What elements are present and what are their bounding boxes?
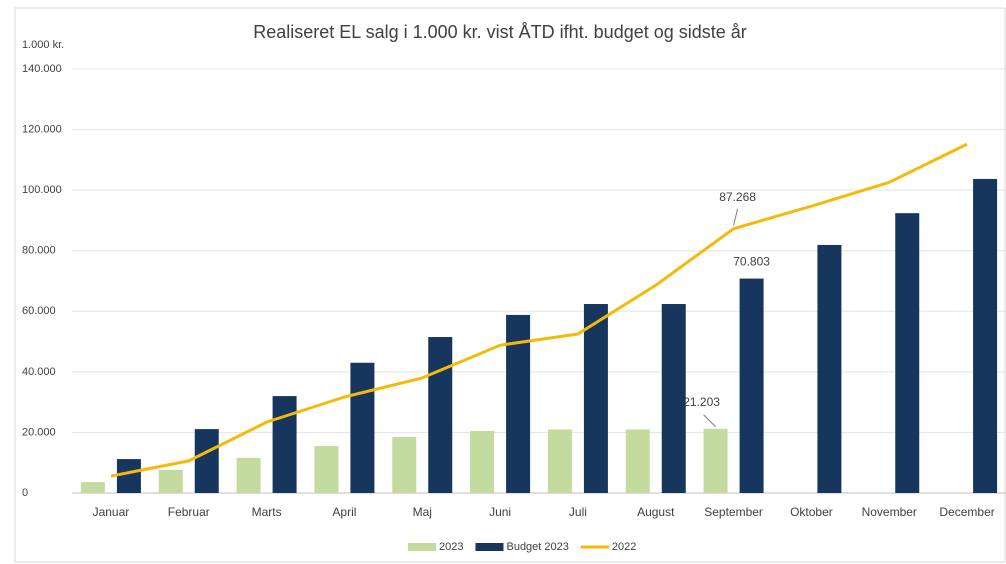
- x-tick-label: Marts: [252, 505, 282, 519]
- x-tick-label: December: [939, 505, 994, 519]
- bar: [661, 304, 686, 493]
- leader-line: [703, 414, 716, 428]
- x-tick-label: April: [332, 505, 356, 519]
- y-tick-label: 140.000: [22, 63, 62, 75]
- bar: [158, 469, 183, 493]
- y-tick-label: 20.000: [22, 426, 56, 438]
- bar: [350, 362, 375, 493]
- data-label: 87.268: [719, 190, 756, 204]
- x-tick-label: November: [862, 505, 917, 519]
- line-series: [110, 142, 968, 478]
- y-unit-label: 1.000 kr.: [22, 39, 64, 51]
- x-tick-label: Juni: [489, 505, 511, 519]
- legend-label: 2023: [439, 541, 463, 553]
- bar: [895, 213, 920, 493]
- legend-label: 2022: [612, 541, 636, 553]
- bar: [272, 396, 297, 493]
- y-tick-label: 40.000: [22, 366, 56, 378]
- bar: [547, 429, 572, 493]
- bar: [703, 428, 728, 493]
- bar: [583, 304, 608, 493]
- legend-swatch: [408, 543, 436, 551]
- x-tick-label: September: [704, 505, 763, 519]
- bar: [236, 457, 261, 493]
- bar: [80, 482, 105, 493]
- bar: [625, 429, 650, 493]
- x-tick-label: Januar: [93, 505, 130, 519]
- data-label: 21.203: [683, 395, 720, 409]
- x-tick-label: Oktober: [790, 505, 833, 519]
- leader-line: [733, 208, 739, 226]
- bar: [194, 429, 219, 493]
- x-tick-label: Maj: [413, 505, 432, 519]
- bar: [314, 446, 339, 493]
- y-tick-label: 80.000: [22, 245, 56, 257]
- y-tick-label: 0: [22, 487, 28, 499]
- data-label: 70.803: [733, 255, 770, 269]
- bar: [973, 178, 998, 494]
- bar: [739, 278, 764, 493]
- x-tick-label: Februar: [168, 505, 210, 519]
- y-tick-label: 120.000: [22, 123, 62, 135]
- legend-swatch: [475, 543, 504, 551]
- bar: [470, 430, 495, 493]
- bar: [116, 459, 141, 493]
- legend-label: Budget 2023: [506, 541, 568, 553]
- bar: [817, 244, 842, 493]
- x-tick-label: August: [637, 505, 675, 519]
- x-tick-label: Juli: [569, 505, 587, 519]
- bar: [392, 436, 417, 493]
- chart-title: Realiseret EL salg i 1.000 kr. vist ÅTD …: [253, 22, 747, 42]
- y-tick-label: 60.000: [22, 305, 56, 317]
- y-tick-label: 100.000: [22, 184, 62, 196]
- bar: [428, 337, 453, 493]
